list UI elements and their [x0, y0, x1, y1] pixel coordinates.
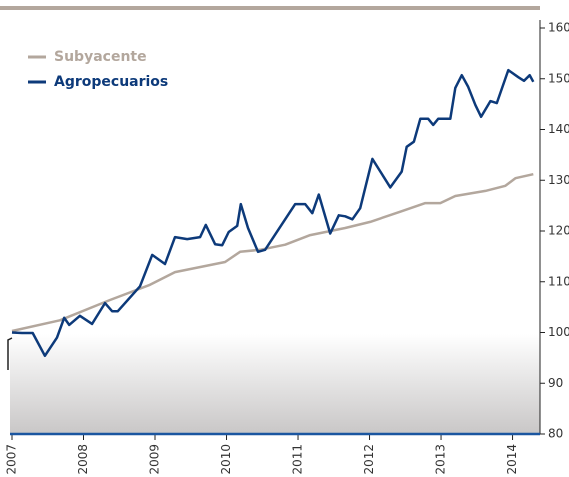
x-tick-label: 2011	[291, 444, 305, 475]
top-rule	[0, 6, 540, 10]
x-tick-label: 2013	[434, 444, 448, 475]
y-tick-label: 110	[548, 274, 569, 288]
y-tick-label: 150	[548, 71, 569, 85]
x-tick-label: 2007	[5, 444, 19, 475]
legend-label: Agropecuarios	[54, 74, 168, 90]
x-tick-label: 2014	[505, 444, 519, 475]
y-tick-label: 130	[548, 173, 569, 187]
y-tick-label: 90	[548, 376, 563, 390]
y-tick-label: 80	[548, 427, 563, 441]
series-line	[11, 68, 535, 358]
x-tick-label: 2010	[219, 444, 233, 475]
x-tick-label: 2012	[362, 444, 376, 475]
series-line	[11, 172, 534, 333]
y-tick-label: 140	[548, 122, 569, 136]
y-tick-label: 120	[548, 224, 569, 238]
y-tick-label: 160	[548, 21, 569, 35]
background-shade	[10, 334, 540, 434]
legend-label: Subyacente	[54, 49, 147, 65]
y-tick-label: 100	[548, 325, 569, 339]
axis-break	[7, 337, 13, 370]
x-tick-label: 2008	[76, 444, 90, 475]
x-tick-label: 2009	[148, 444, 162, 475]
